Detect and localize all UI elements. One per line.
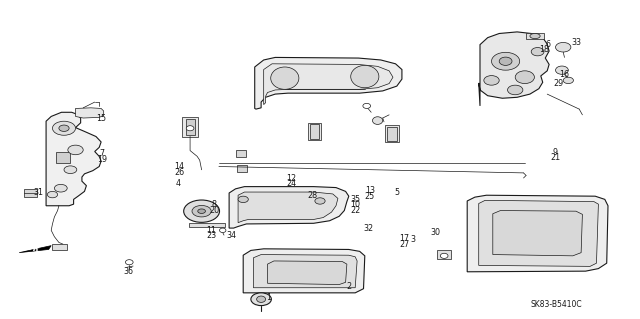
Polygon shape	[46, 112, 101, 206]
Text: 12: 12	[286, 174, 296, 182]
Ellipse shape	[271, 67, 299, 89]
Text: 1: 1	[266, 293, 271, 302]
Text: 29: 29	[553, 79, 563, 88]
Ellipse shape	[530, 33, 540, 39]
Polygon shape	[243, 249, 365, 293]
Bar	[310, 124, 319, 139]
Text: 7: 7	[100, 149, 105, 158]
Ellipse shape	[372, 117, 383, 124]
Text: 33: 33	[571, 38, 581, 47]
Bar	[52, 244, 67, 250]
Ellipse shape	[508, 85, 523, 95]
Ellipse shape	[125, 260, 133, 265]
Bar	[237, 165, 247, 172]
Polygon shape	[229, 187, 349, 228]
Polygon shape	[264, 64, 393, 105]
Polygon shape	[253, 255, 357, 288]
Ellipse shape	[192, 205, 211, 217]
Polygon shape	[493, 211, 582, 256]
Ellipse shape	[556, 42, 571, 52]
Text: 23: 23	[206, 231, 216, 240]
Text: 11: 11	[206, 226, 216, 235]
Polygon shape	[76, 108, 104, 118]
Text: 21: 21	[550, 153, 561, 162]
Bar	[56, 152, 70, 163]
Text: SK83-B5410C: SK83-B5410C	[531, 300, 582, 309]
Ellipse shape	[563, 77, 573, 84]
Ellipse shape	[64, 166, 77, 174]
Text: 2: 2	[346, 282, 351, 291]
Text: FR.: FR.	[27, 242, 44, 256]
Text: 3: 3	[410, 235, 415, 244]
Text: 30: 30	[430, 228, 440, 237]
Text: 35: 35	[350, 195, 360, 204]
Polygon shape	[19, 246, 51, 253]
Polygon shape	[255, 57, 402, 109]
Polygon shape	[467, 195, 608, 272]
Text: 10: 10	[350, 200, 360, 209]
Ellipse shape	[531, 48, 544, 56]
Ellipse shape	[351, 65, 379, 88]
Text: 27: 27	[399, 240, 410, 249]
Ellipse shape	[315, 198, 325, 204]
Ellipse shape	[47, 191, 58, 198]
Polygon shape	[479, 200, 598, 266]
Text: 4: 4	[175, 179, 180, 188]
Ellipse shape	[251, 293, 271, 306]
Text: 34: 34	[227, 231, 237, 240]
Ellipse shape	[515, 71, 534, 84]
Text: 36: 36	[123, 267, 133, 276]
Ellipse shape	[499, 57, 512, 65]
Text: 20: 20	[209, 206, 220, 215]
Ellipse shape	[198, 209, 205, 213]
Text: 16: 16	[559, 70, 570, 78]
Ellipse shape	[556, 66, 568, 74]
Text: 28: 28	[307, 191, 317, 200]
Bar	[236, 150, 246, 157]
Bar	[385, 125, 399, 142]
Text: 9: 9	[553, 148, 558, 157]
Text: 6: 6	[546, 40, 551, 48]
Text: 22: 22	[350, 206, 360, 215]
Ellipse shape	[68, 145, 83, 155]
Text: 32: 32	[363, 224, 373, 233]
Polygon shape	[268, 261, 347, 285]
Text: 19: 19	[97, 155, 108, 164]
Ellipse shape	[54, 184, 67, 192]
Text: 25: 25	[365, 192, 375, 201]
Polygon shape	[238, 192, 338, 223]
Ellipse shape	[484, 76, 499, 85]
Bar	[308, 123, 321, 140]
Text: 24: 24	[286, 179, 296, 188]
Text: 14: 14	[174, 162, 184, 171]
Ellipse shape	[184, 200, 220, 222]
Ellipse shape	[52, 121, 76, 135]
Ellipse shape	[220, 228, 226, 233]
Text: 5: 5	[394, 188, 399, 197]
Bar	[437, 250, 451, 259]
Text: 31: 31	[33, 188, 44, 197]
Text: 26: 26	[174, 168, 184, 177]
Polygon shape	[479, 32, 549, 106]
Ellipse shape	[59, 125, 69, 131]
Text: 13: 13	[365, 186, 375, 195]
Bar	[182, 117, 198, 137]
Bar	[189, 223, 225, 227]
Text: 18: 18	[539, 45, 549, 54]
Ellipse shape	[257, 296, 266, 302]
Bar	[387, 127, 397, 141]
Text: 15: 15	[96, 114, 106, 122]
Text: 8: 8	[212, 200, 217, 209]
Ellipse shape	[186, 126, 194, 131]
Ellipse shape	[440, 253, 448, 258]
Bar	[24, 189, 37, 197]
Bar	[526, 33, 544, 39]
Ellipse shape	[492, 52, 520, 70]
Ellipse shape	[363, 103, 371, 108]
Bar	[186, 119, 195, 135]
Ellipse shape	[238, 196, 248, 203]
Text: 17: 17	[399, 234, 410, 243]
